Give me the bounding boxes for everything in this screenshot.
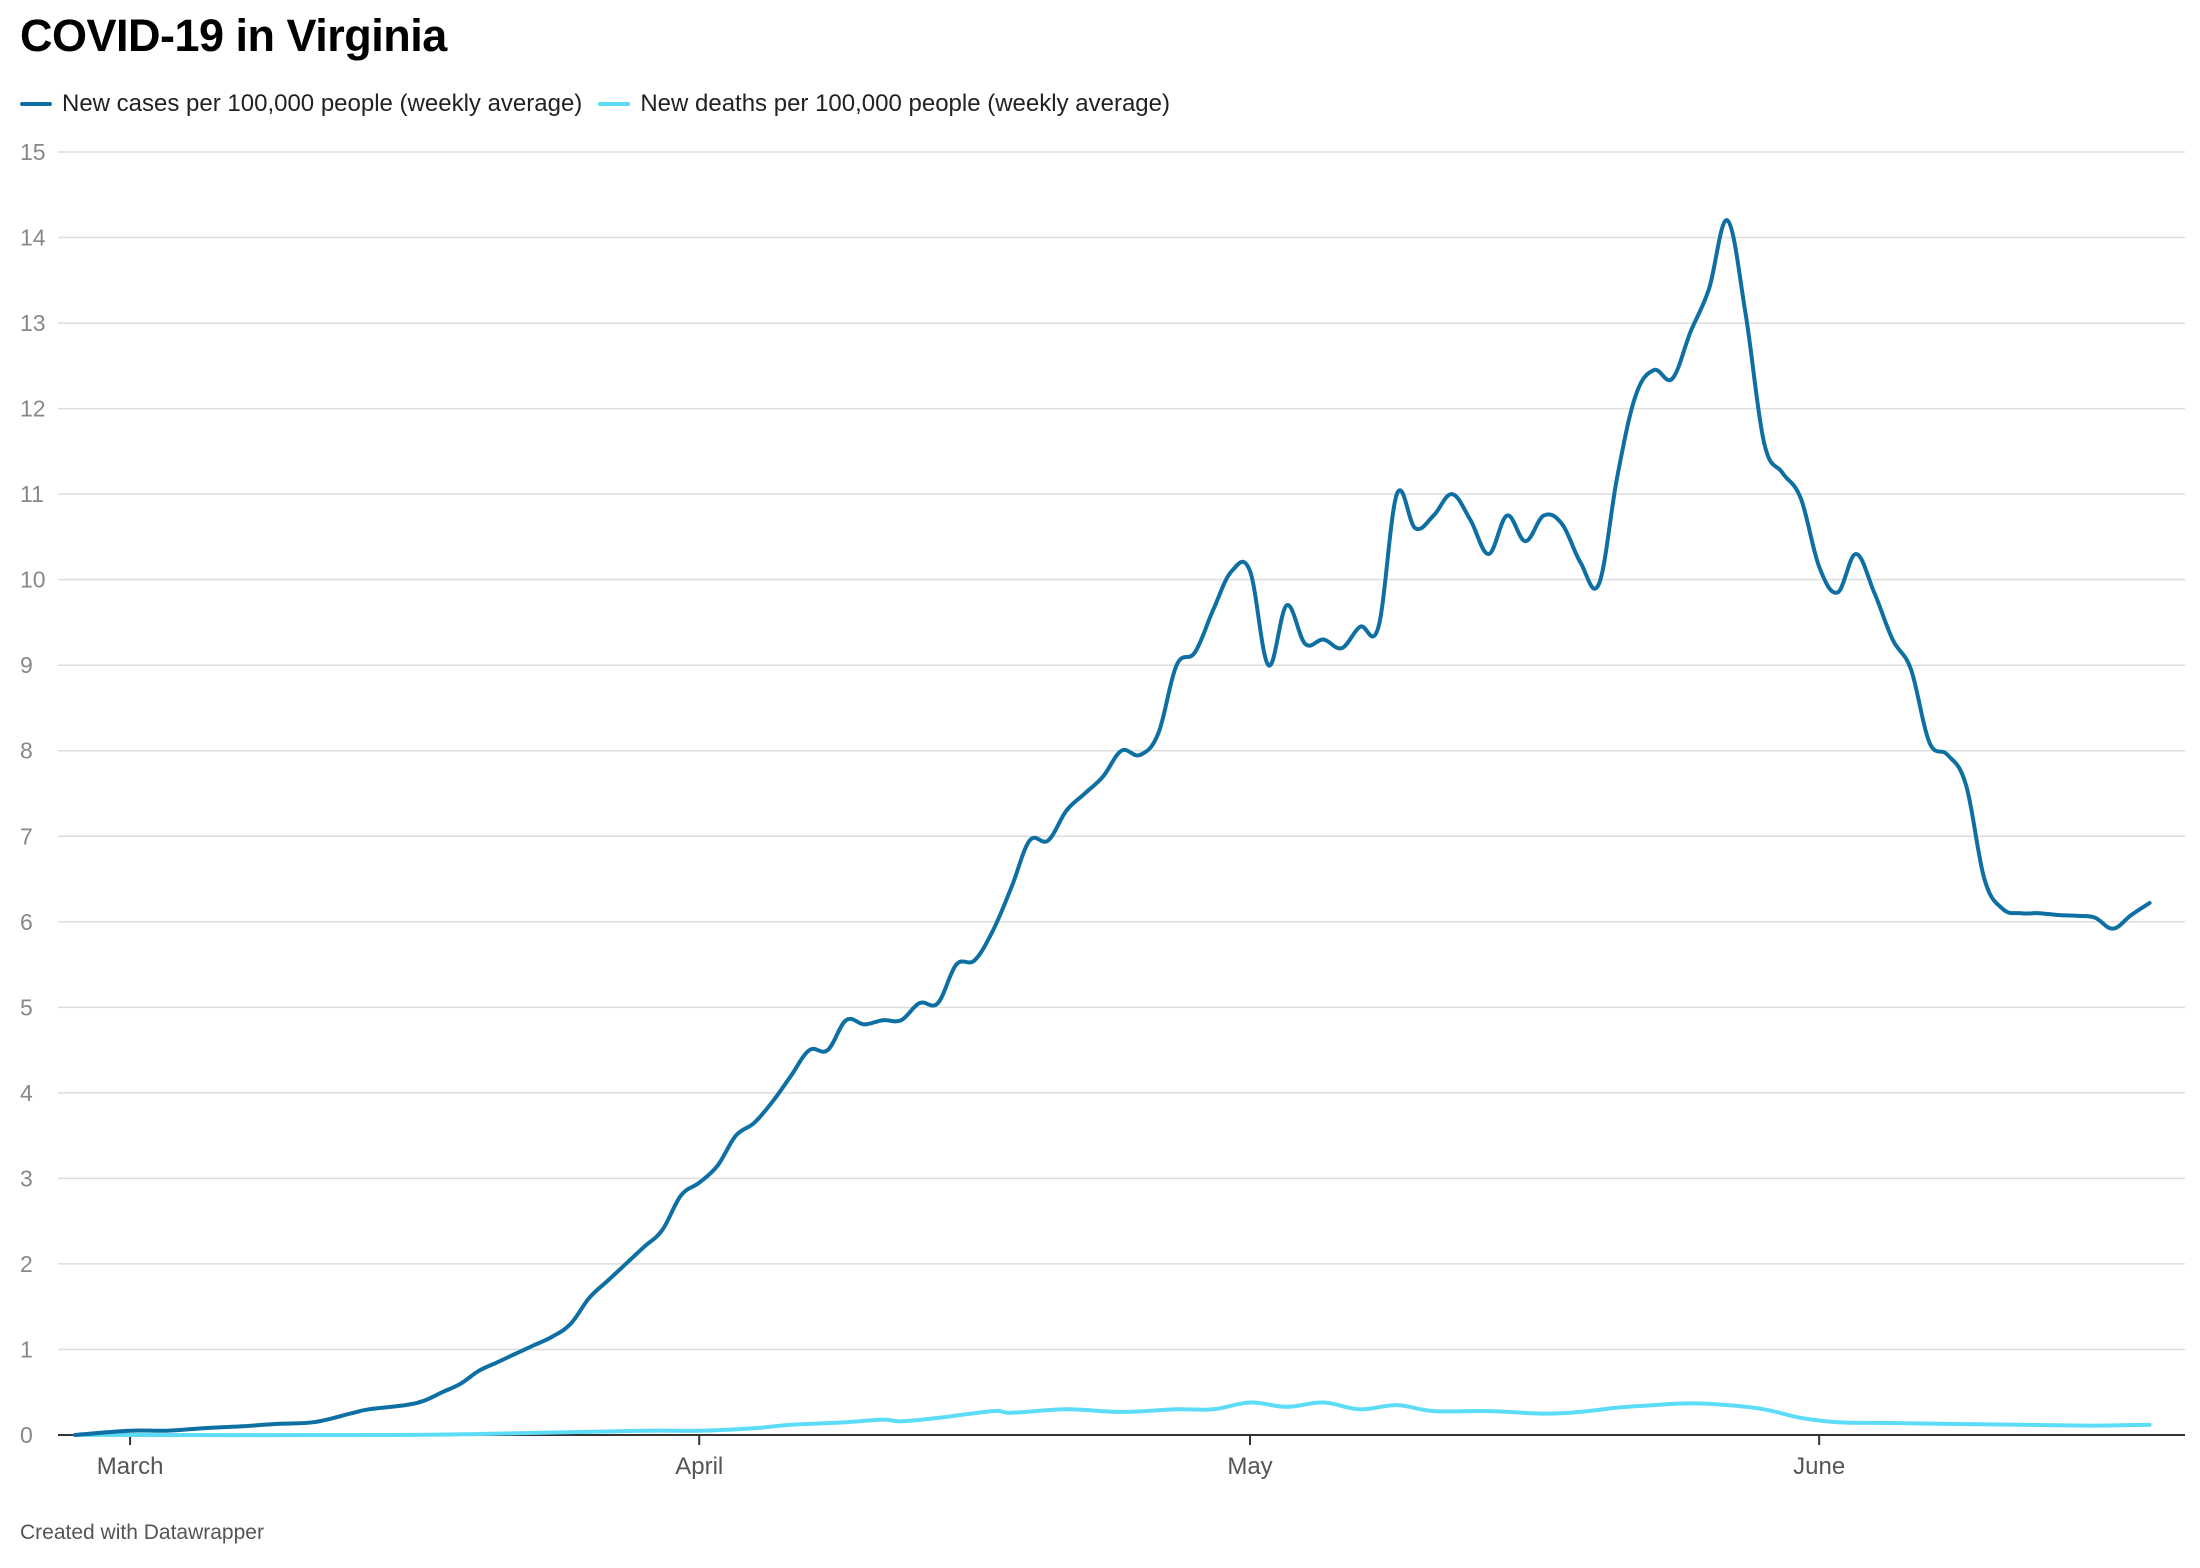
y-tick-label: 8: [20, 738, 33, 764]
legend-item-deaths: New deaths per 100,000 people (weekly av…: [598, 90, 1170, 118]
x-tick-label: April: [675, 1453, 723, 1480]
x-tick-label: June: [1793, 1453, 1845, 1480]
x-tick-label: May: [1227, 1453, 1272, 1480]
y-tick-label: 10: [20, 567, 46, 593]
y-tick-label: 1: [20, 1336, 33, 1362]
legend-label-cases: New cases per 100,000 people (weekly ave…: [62, 90, 583, 117]
y-tick-label: 4: [20, 1080, 33, 1106]
legend-swatch-cases: [20, 102, 52, 106]
legend-label-deaths: New deaths per 100,000 people (weekly av…: [640, 90, 1170, 117]
y-tick-label: 15: [20, 139, 46, 165]
series-line-cases: [73, 218, 2152, 1437]
y-tick-label: 3: [20, 1165, 33, 1191]
legend-item-cases: New cases per 100,000 people (weekly ave…: [20, 90, 582, 118]
series-line-deaths: [73, 1400, 2152, 1438]
y-tick-label: 6: [20, 909, 33, 935]
grid-lines: [58, 151, 2185, 1351]
y-tick-label: 7: [20, 823, 33, 849]
chart-legend: New cases per 100,000 people (weekly ave…: [20, 90, 1186, 118]
y-tick-label: 14: [20, 225, 46, 251]
legend-swatch-deaths: [598, 102, 631, 106]
y-tick-label: 9: [20, 652, 33, 678]
y-tick-label: 0: [20, 1422, 33, 1448]
y-tick-label: 5: [20, 994, 33, 1020]
x-tick-label: March: [97, 1453, 164, 1480]
y-tick-label: 13: [20, 310, 46, 336]
datawrapper-credit: Created with Datawrapper: [20, 1521, 264, 1544]
y-tick-label: 11: [20, 481, 44, 507]
chart-title: COVID-19 in Virginia: [20, 10, 447, 61]
x-axis: March April May June: [58, 1434, 2185, 1480]
y-tick-label: 2: [20, 1251, 33, 1277]
y-tick-label: 12: [20, 396, 46, 422]
series-lines: [73, 218, 2152, 1438]
